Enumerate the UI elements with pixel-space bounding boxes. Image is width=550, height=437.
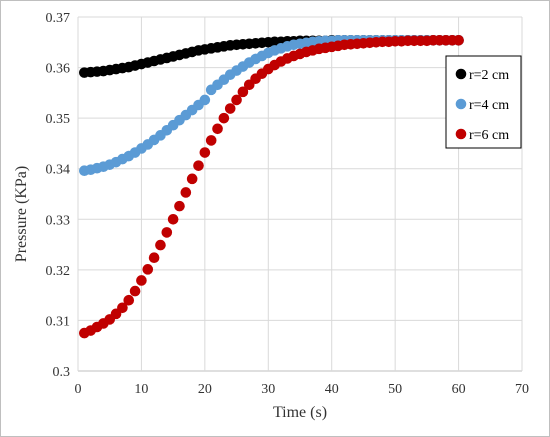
y-tick-label: 0.36 <box>46 62 71 77</box>
tick-labels: 0.3 0.31 0.32 0.33 0.34 0.35 0.36 0.37 0 10 20 30 40… <box>46 11 530 397</box>
data-point <box>199 94 211 106</box>
data-point <box>136 275 147 286</box>
data-point <box>117 302 128 314</box>
y-tick-label: 0.34 <box>46 163 71 178</box>
y-tick-label: 0.37 <box>46 11 71 26</box>
x-tick-label: 30 <box>261 382 275 397</box>
x-tick-label: 20 <box>198 382 212 397</box>
legend: r=2 cm r=4 cm r=6 cm <box>445 55 522 149</box>
data-point <box>231 94 242 106</box>
data-point <box>129 285 141 297</box>
data-point <box>155 239 166 251</box>
x-tick-label: 70 <box>515 382 529 397</box>
data-point <box>161 227 173 238</box>
legend-label: r=2 cm <box>469 68 509 83</box>
series-r-4-cm <box>79 34 464 177</box>
y-tick-label: 0.33 <box>46 213 71 228</box>
legend-marker <box>455 68 467 80</box>
data-point <box>180 187 192 198</box>
data-point <box>193 160 204 171</box>
x-tick-label: 50 <box>388 382 402 397</box>
x-axis-title: Time (s) <box>273 404 327 421</box>
legend-marker <box>455 98 467 110</box>
legend-label: r=6 cm <box>469 128 509 143</box>
y-tick-label: 0.35 <box>46 112 71 127</box>
data-point <box>212 123 223 135</box>
x-tick-label: 10 <box>134 382 148 397</box>
data-point <box>186 173 198 185</box>
data-point <box>205 135 217 146</box>
legend-marker <box>455 128 467 140</box>
x-tick-label: 40 <box>325 382 339 397</box>
data-point <box>148 252 160 264</box>
legend-label: r=4 cm <box>469 98 509 113</box>
data-point <box>174 200 185 212</box>
data-point <box>224 103 236 114</box>
data-point <box>142 264 154 275</box>
y-tick-label: 0.31 <box>46 314 71 329</box>
data-point <box>237 86 249 98</box>
y-axis-title: Pressure (KPa) <box>13 166 30 262</box>
data-point <box>167 213 179 225</box>
data-point <box>199 147 211 158</box>
data-point <box>453 34 464 46</box>
data-point <box>218 112 230 124</box>
y-tick-label: 0.32 <box>46 264 71 279</box>
y-tick-label: 0.3 <box>53 365 71 380</box>
data-points <box>79 34 464 339</box>
data-point <box>123 294 135 306</box>
x-tick-label: 60 <box>452 382 466 397</box>
x-tick-label: 0 <box>75 382 82 397</box>
series-r-6-cm <box>79 34 464 339</box>
